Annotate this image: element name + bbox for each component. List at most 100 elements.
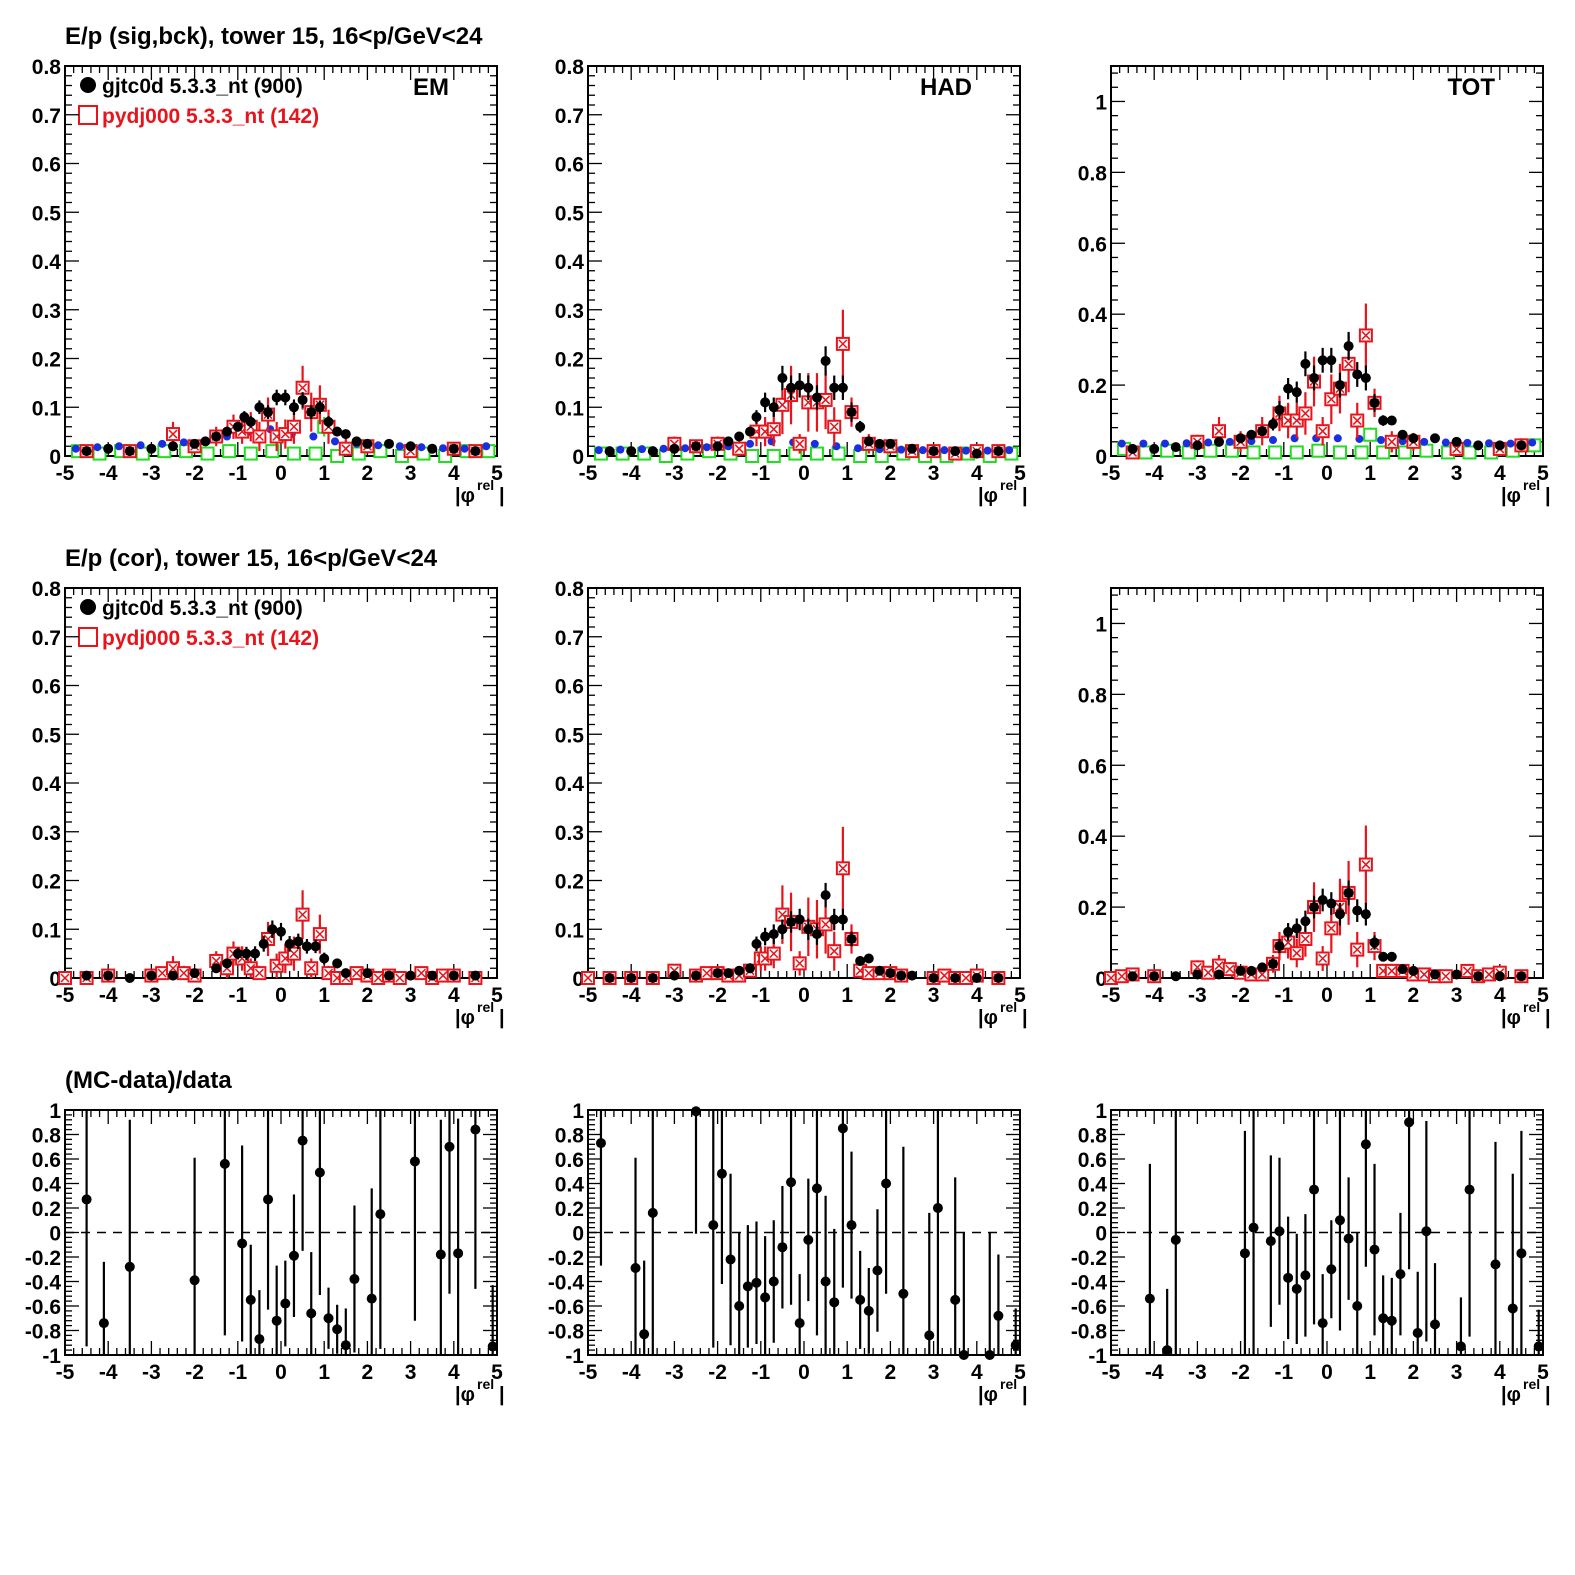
legend-data-label: gjtc0d 5.3.3_nt (900) bbox=[102, 75, 303, 98]
data-point bbox=[288, 1250, 299, 1261]
data-point bbox=[691, 970, 701, 981]
data-point-cross bbox=[795, 439, 805, 449]
data-point bbox=[639, 1329, 650, 1340]
x-tick-label: -2 bbox=[185, 462, 204, 485]
data-point bbox=[786, 382, 797, 393]
y-tick-label: 0.2 bbox=[32, 871, 61, 894]
x-axis-label-sup: rel bbox=[1000, 1376, 1017, 1392]
x-tick-label: -3 bbox=[142, 984, 161, 1007]
data-point bbox=[734, 965, 745, 976]
data-point bbox=[928, 446, 939, 457]
data-point bbox=[470, 970, 481, 981]
data-point bbox=[200, 436, 211, 447]
x-tick-label: 2 bbox=[362, 984, 374, 1007]
data-point bbox=[1203, 443, 1218, 458]
x-tick-label: 0 bbox=[1321, 1361, 1333, 1384]
data-point bbox=[837, 382, 848, 393]
x-axis-label-sup: rel bbox=[1523, 1376, 1540, 1392]
data-point bbox=[837, 1123, 848, 1134]
y-tick-label: 0.8 bbox=[1078, 1125, 1108, 1148]
y-tick-label: -0.8 bbox=[1071, 1321, 1108, 1344]
data-point bbox=[1533, 1341, 1544, 1352]
data-point bbox=[872, 1265, 883, 1276]
y-tick-label: -0.6 bbox=[25, 1296, 61, 1319]
data-point bbox=[1214, 969, 1224, 980]
data-point bbox=[803, 1234, 814, 1245]
data-point bbox=[1257, 426, 1268, 437]
panel-r0c2: -5 -4 -3 -2 -1 0 1 2 3 4 5 0 0.2 0.4 0.6 0.8 1 |φ rel | TOT bbox=[1078, 65, 1551, 507]
data-point bbox=[1268, 445, 1283, 460]
data-point bbox=[124, 446, 135, 457]
data-point bbox=[280, 392, 291, 403]
data-point bbox=[71, 444, 80, 453]
plot-frame bbox=[1110, 587, 1544, 979]
y-tick-label: 0.6 bbox=[1078, 1149, 1107, 1172]
data-point bbox=[1248, 1222, 1259, 1233]
data-point bbox=[1317, 355, 1328, 366]
data-point bbox=[794, 914, 805, 925]
data-point-cross bbox=[1326, 394, 1336, 404]
data-point bbox=[265, 444, 280, 459]
x-tick-label: 5 bbox=[1537, 1361, 1549, 1384]
x-tick-label: 5 bbox=[491, 462, 503, 485]
series-0 bbox=[604, 882, 1004, 983]
data-point bbox=[734, 431, 745, 442]
data-point bbox=[1117, 439, 1126, 448]
data-point bbox=[375, 1209, 386, 1220]
data-point bbox=[435, 1249, 446, 1260]
panel-label: HAD bbox=[920, 74, 972, 101]
y-tick-label: 0 bbox=[572, 1223, 584, 1246]
data-point bbox=[211, 431, 222, 442]
data-point bbox=[907, 970, 917, 981]
data-point bbox=[898, 1288, 909, 1299]
y-tick-label: 0.4 bbox=[555, 1174, 585, 1197]
data-point bbox=[98, 1318, 109, 1329]
data-point bbox=[124, 1261, 135, 1272]
y-tick-label: 0.5 bbox=[555, 724, 585, 747]
data-point bbox=[837, 914, 848, 925]
y-tick-label: -0.8 bbox=[25, 1321, 62, 1344]
data-point bbox=[1149, 971, 1160, 982]
x-tick-label: -2 bbox=[708, 462, 727, 485]
data-point bbox=[1395, 1269, 1406, 1280]
data-point bbox=[712, 441, 723, 452]
data-point bbox=[1283, 383, 1294, 394]
x-tick-label: -5 bbox=[579, 1361, 598, 1384]
data-point-cross bbox=[1117, 971, 1127, 981]
data-point bbox=[168, 970, 178, 981]
data-point bbox=[647, 1207, 658, 1218]
data-point-cross bbox=[168, 963, 178, 973]
data-point bbox=[760, 397, 771, 408]
y-tick-label: 0.6 bbox=[1078, 233, 1107, 256]
y-tick-label: -0.6 bbox=[548, 1296, 584, 1319]
data-point-cross bbox=[1257, 969, 1267, 979]
data-point-cross bbox=[1387, 437, 1397, 447]
data-point bbox=[1326, 898, 1337, 909]
data-point bbox=[1334, 909, 1345, 920]
data-point-cross bbox=[1300, 934, 1310, 944]
data-point bbox=[1420, 437, 1429, 446]
data-point-cross bbox=[1361, 860, 1371, 870]
data-point-cross bbox=[829, 946, 839, 956]
data-point bbox=[874, 438, 885, 449]
data-point-cross bbox=[298, 910, 308, 920]
data-point bbox=[630, 1263, 641, 1274]
data-point bbox=[950, 1294, 961, 1305]
y-tick-label: 1 bbox=[572, 1100, 584, 1123]
x-tick-label: 3 bbox=[405, 462, 417, 485]
data-point bbox=[786, 1177, 797, 1188]
y-tick-label: 0.2 bbox=[555, 1198, 584, 1221]
x-tick-label: 5 bbox=[491, 984, 503, 1007]
data-point bbox=[1455, 1341, 1466, 1352]
data-point bbox=[293, 936, 304, 947]
x-axis-label: |φ bbox=[455, 1007, 475, 1029]
x-tick-label: 1 bbox=[318, 984, 330, 1007]
data-point bbox=[1192, 440, 1203, 451]
data-point bbox=[1386, 1315, 1397, 1326]
x-axis-label: |φ bbox=[978, 1007, 998, 1029]
data-point bbox=[1516, 971, 1527, 982]
data-point bbox=[222, 426, 232, 437]
y-tick-label: 0.4 bbox=[32, 1174, 62, 1197]
data-point bbox=[1311, 443, 1326, 458]
data-point bbox=[453, 1248, 464, 1259]
